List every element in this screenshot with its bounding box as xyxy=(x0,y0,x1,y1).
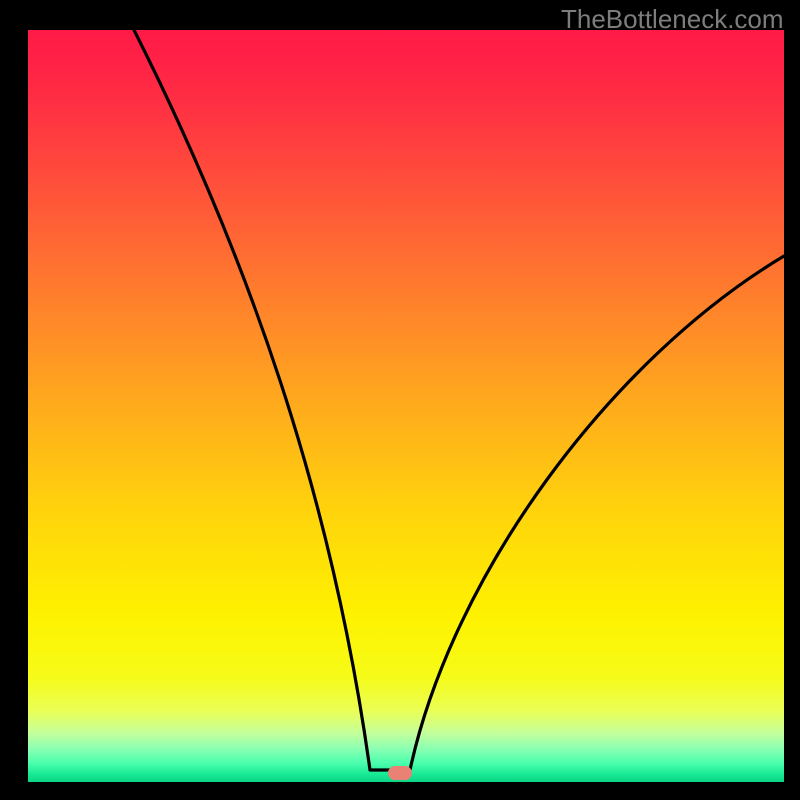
frame-bottom xyxy=(0,782,800,800)
frame-left xyxy=(0,0,28,800)
watermark-text: TheBottleneck.com xyxy=(561,4,784,35)
frame-right xyxy=(784,0,800,800)
optimum-marker xyxy=(388,766,412,780)
gradient-background xyxy=(28,30,784,782)
bottleneck-chart xyxy=(0,0,800,800)
